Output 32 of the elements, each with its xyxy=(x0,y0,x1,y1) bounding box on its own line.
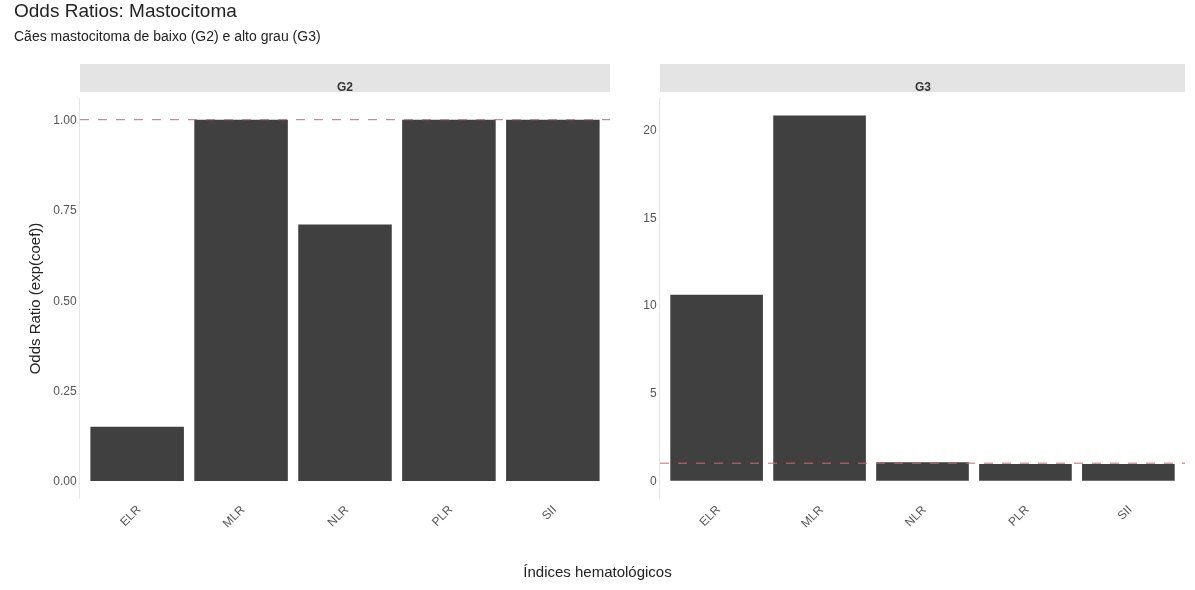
text: G2 xyxy=(337,80,354,94)
y-tick-label: 15 xyxy=(643,210,657,225)
bar xyxy=(90,426,184,481)
y-tick-label: 0.25 xyxy=(53,383,77,398)
y-tick-label: 0.00 xyxy=(53,474,77,489)
bar xyxy=(298,224,392,481)
x-axis-title: Índices hematológicos xyxy=(522,563,673,580)
y-tick-label: 0 xyxy=(649,473,657,488)
y-tick-label: 20 xyxy=(643,122,657,137)
y-tick-label: 10 xyxy=(643,298,657,313)
text: G3 xyxy=(915,80,932,94)
chart-title: Odds Ratios: Mastocitoma xyxy=(14,0,238,22)
x-tick-label: SII xyxy=(538,502,560,523)
x-tick-label: ELR xyxy=(696,502,724,529)
y-tick-label: 0.75 xyxy=(53,203,77,218)
bar xyxy=(194,119,288,481)
y-tick-label: 5 xyxy=(649,386,657,401)
y-tick-label: 0.50 xyxy=(53,293,77,308)
x-tick-label: SII xyxy=(1114,502,1135,523)
bar xyxy=(979,464,1072,481)
x-tick-label: PLR xyxy=(428,502,456,529)
x-tick-label: PLR xyxy=(1005,502,1033,529)
bar xyxy=(506,119,600,481)
y-tick-label: 1.00 xyxy=(53,112,77,127)
bar xyxy=(773,115,866,481)
y-axis-title: Odds Ratio (exp(coef)) xyxy=(26,222,43,375)
bar xyxy=(402,119,496,481)
chart-subtitle: Cães mastocitoma de baixo (G2) e alto grau (G3) xyxy=(14,28,321,44)
bar xyxy=(670,294,763,481)
bar xyxy=(876,462,969,481)
bar xyxy=(1082,464,1175,481)
x-tick-label: ELR xyxy=(117,502,144,529)
